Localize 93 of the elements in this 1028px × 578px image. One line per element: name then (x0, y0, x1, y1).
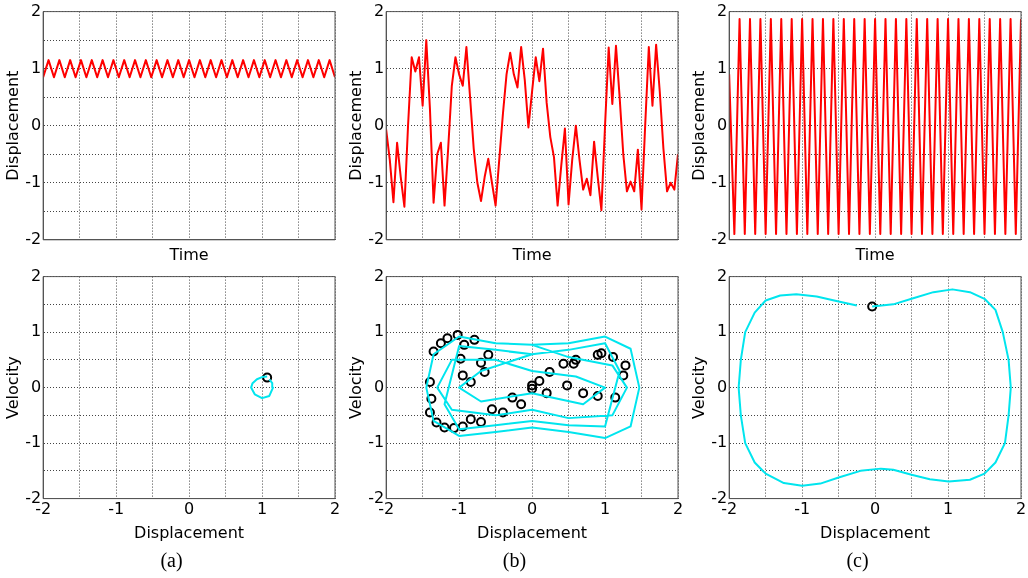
x-tick-label: 0 (183, 499, 195, 519)
point (465, 414, 476, 425)
y-tick-label: 1 (373, 321, 385, 341)
point (449, 423, 460, 434)
y-tick-label: -2 (711, 228, 728, 248)
y-axis-title: Displacement (688, 70, 708, 181)
y-tick-label: 0 (373, 376, 385, 396)
y-axis-title: Velocity (345, 356, 365, 419)
point (479, 367, 490, 378)
point (578, 388, 589, 399)
point (442, 333, 453, 344)
point (620, 360, 631, 371)
x-tick-label: 2 (1015, 499, 1027, 519)
x-axis-title: Time (854, 244, 895, 264)
point (483, 349, 494, 360)
x-axis-title: Displacement (134, 522, 245, 542)
y-tick-label: 1 (30, 321, 42, 341)
x-tick-label: 0 (869, 499, 881, 519)
text: (b) (501, 549, 528, 572)
point (424, 377, 435, 388)
point (596, 348, 607, 359)
point (507, 392, 518, 403)
point (618, 370, 629, 381)
point (592, 349, 603, 360)
y-tick-label: 2 (30, 0, 42, 20)
x-tick-label: 1 (942, 499, 954, 519)
x-tick-label: 1 (256, 499, 268, 519)
text: (a) (159, 549, 184, 572)
point (424, 407, 435, 418)
y-tick-label: 2 (373, 265, 385, 285)
point (457, 370, 468, 381)
y-axis-title: Displacement (2, 70, 22, 181)
point (610, 392, 621, 403)
y-tick-label: 1 (373, 57, 385, 77)
x-tick-label: 2 (672, 499, 684, 519)
point (457, 421, 468, 432)
point (465, 377, 476, 388)
point (534, 375, 545, 386)
y-axis-title: Velocity (2, 356, 22, 419)
point (455, 353, 466, 364)
y-tick-label: 1 (716, 57, 728, 77)
point (592, 390, 603, 401)
y-tick-label: 1 (30, 57, 42, 77)
x-axis-title: Time (511, 244, 552, 264)
y-tick-label: 0 (716, 376, 728, 396)
x-tick-label: 2 (329, 499, 341, 519)
y-tick-label: 2 (30, 265, 42, 285)
x-tick-label: 0 (526, 499, 538, 519)
y-tick-label: -1 (25, 432, 42, 452)
point (568, 358, 579, 369)
point (497, 407, 508, 418)
point (452, 329, 463, 340)
y-tick-label: 0 (30, 114, 42, 134)
point (476, 357, 486, 368)
point (570, 354, 581, 365)
point (516, 399, 527, 410)
y-tick-label: 0 (30, 376, 42, 396)
y-tick-label: -1 (711, 432, 728, 452)
point (431, 417, 442, 428)
y-tick-label: -1 (368, 171, 385, 191)
x-tick-label: 1 (599, 499, 611, 519)
y-tick-label: 0 (716, 114, 728, 134)
point (541, 388, 552, 399)
y-tick-label: -2 (368, 228, 385, 248)
y-axis-title: Displacement (345, 70, 365, 181)
x-axis-title: Displacement (477, 522, 588, 542)
y-tick-label: 2 (716, 265, 728, 285)
text: (c) (845, 549, 870, 572)
x-axis-title: Time (168, 244, 209, 264)
point (544, 367, 555, 378)
x-axis-title: Displacement (820, 522, 931, 542)
point (459, 339, 470, 350)
point (428, 346, 439, 357)
point (439, 422, 450, 433)
y-tick-label: 2 (373, 0, 385, 20)
y-tick-label: 1 (716, 321, 728, 341)
y-axis-title: Velocity (688, 356, 708, 419)
point (435, 338, 446, 349)
point (426, 393, 437, 404)
point (486, 404, 497, 415)
y-tick-label: 0 (373, 114, 385, 134)
x-tick-label: -1 (451, 499, 468, 519)
point (562, 380, 573, 391)
point (608, 352, 619, 363)
y-tick-label: -1 (711, 171, 728, 191)
point (558, 358, 569, 369)
y-tick-label: -1 (368, 432, 385, 452)
x-tick-label: -1 (794, 499, 811, 519)
y-tick-label: -1 (25, 171, 42, 191)
point (469, 334, 480, 345)
y-tick-label: 2 (716, 0, 728, 20)
x-tick-label: -1 (108, 499, 125, 519)
y-tick-label: -2 (25, 228, 42, 248)
